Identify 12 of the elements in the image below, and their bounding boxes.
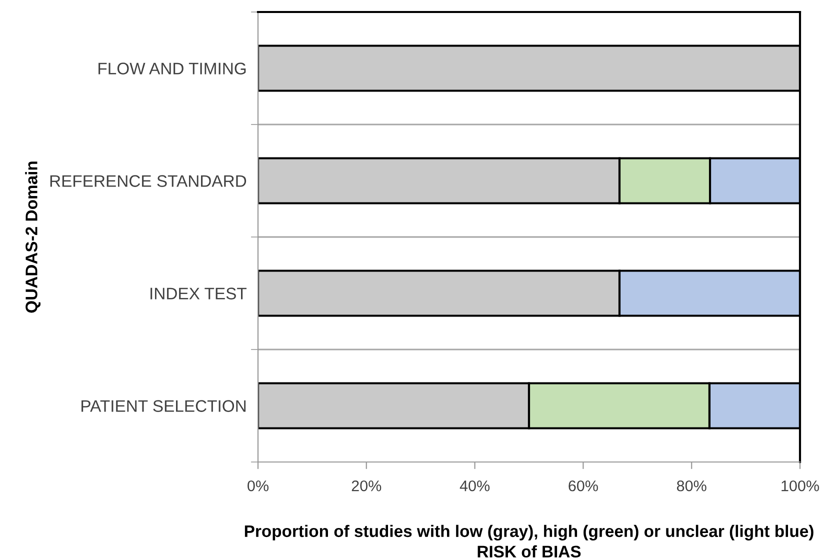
x-tick-label: 0% (248, 480, 268, 492)
x-tick-label: 80% (676, 480, 706, 492)
y-tick-label: REFERENCE STANDARD (50, 175, 246, 187)
y-tick-label: FLOW AND TIMING (98, 62, 246, 74)
x-axis-title: Proportion of studies with low (gray), high (green) or unclear (light blue) RISK of BIAS (244, 524, 814, 558)
y-axis-title: QUADAS-2 Domain (25, 162, 41, 313)
x-tick-label: 60% (568, 480, 598, 492)
x-tick-label: 40% (460, 480, 490, 492)
x-tick-label: 20% (352, 480, 382, 492)
y-tick-label: INDEX TEST (150, 288, 247, 300)
y-tick-label: PATIENT SELECTION (82, 400, 246, 412)
x-tick-label: 100% (782, 480, 819, 492)
